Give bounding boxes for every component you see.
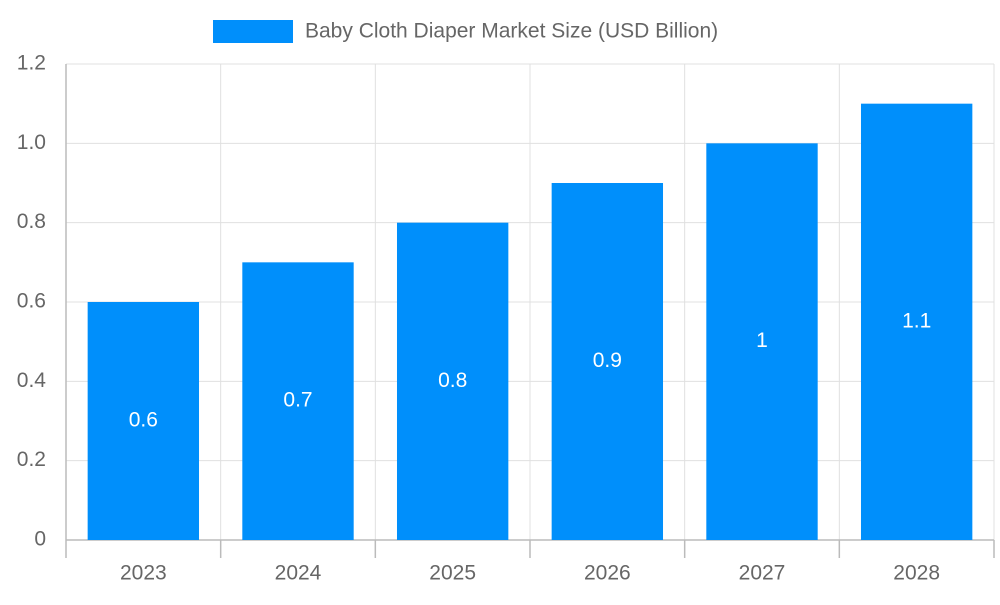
bar xyxy=(860,103,973,541)
data-label: 1.1 xyxy=(902,309,931,332)
y-tick-label: 1.2 xyxy=(17,52,46,75)
x-tick-label: 2027 xyxy=(739,562,786,585)
data-label: 0.9 xyxy=(593,349,622,372)
y-tick-label: 1.0 xyxy=(17,131,46,154)
bar xyxy=(706,143,818,541)
data-label: 0.7 xyxy=(283,389,312,412)
x-tick-label: 2028 xyxy=(893,562,940,585)
legend-label: Baby Cloth Diaper Market Size (USD Billi… xyxy=(305,20,718,43)
bar xyxy=(87,302,200,540)
x-tick-label: 2023 xyxy=(120,562,167,585)
x-tick-label: 2024 xyxy=(275,562,322,585)
data-label: 1 xyxy=(756,329,768,352)
y-tick-label: 0.6 xyxy=(17,290,46,313)
legend-swatch xyxy=(213,20,293,43)
bar xyxy=(396,222,509,540)
bar xyxy=(242,262,354,540)
y-tick-label: 0.8 xyxy=(17,210,46,233)
x-tick-label: 2025 xyxy=(429,562,476,585)
y-tick-label: 0.2 xyxy=(17,448,46,471)
y-tick-label: 0 xyxy=(34,528,46,551)
data-label: 0.6 xyxy=(129,409,158,432)
bar xyxy=(551,183,664,540)
y-tick-label: 0.4 xyxy=(17,369,47,392)
data-label: 0.8 xyxy=(438,369,467,392)
x-tick-label: 2026 xyxy=(584,562,631,585)
